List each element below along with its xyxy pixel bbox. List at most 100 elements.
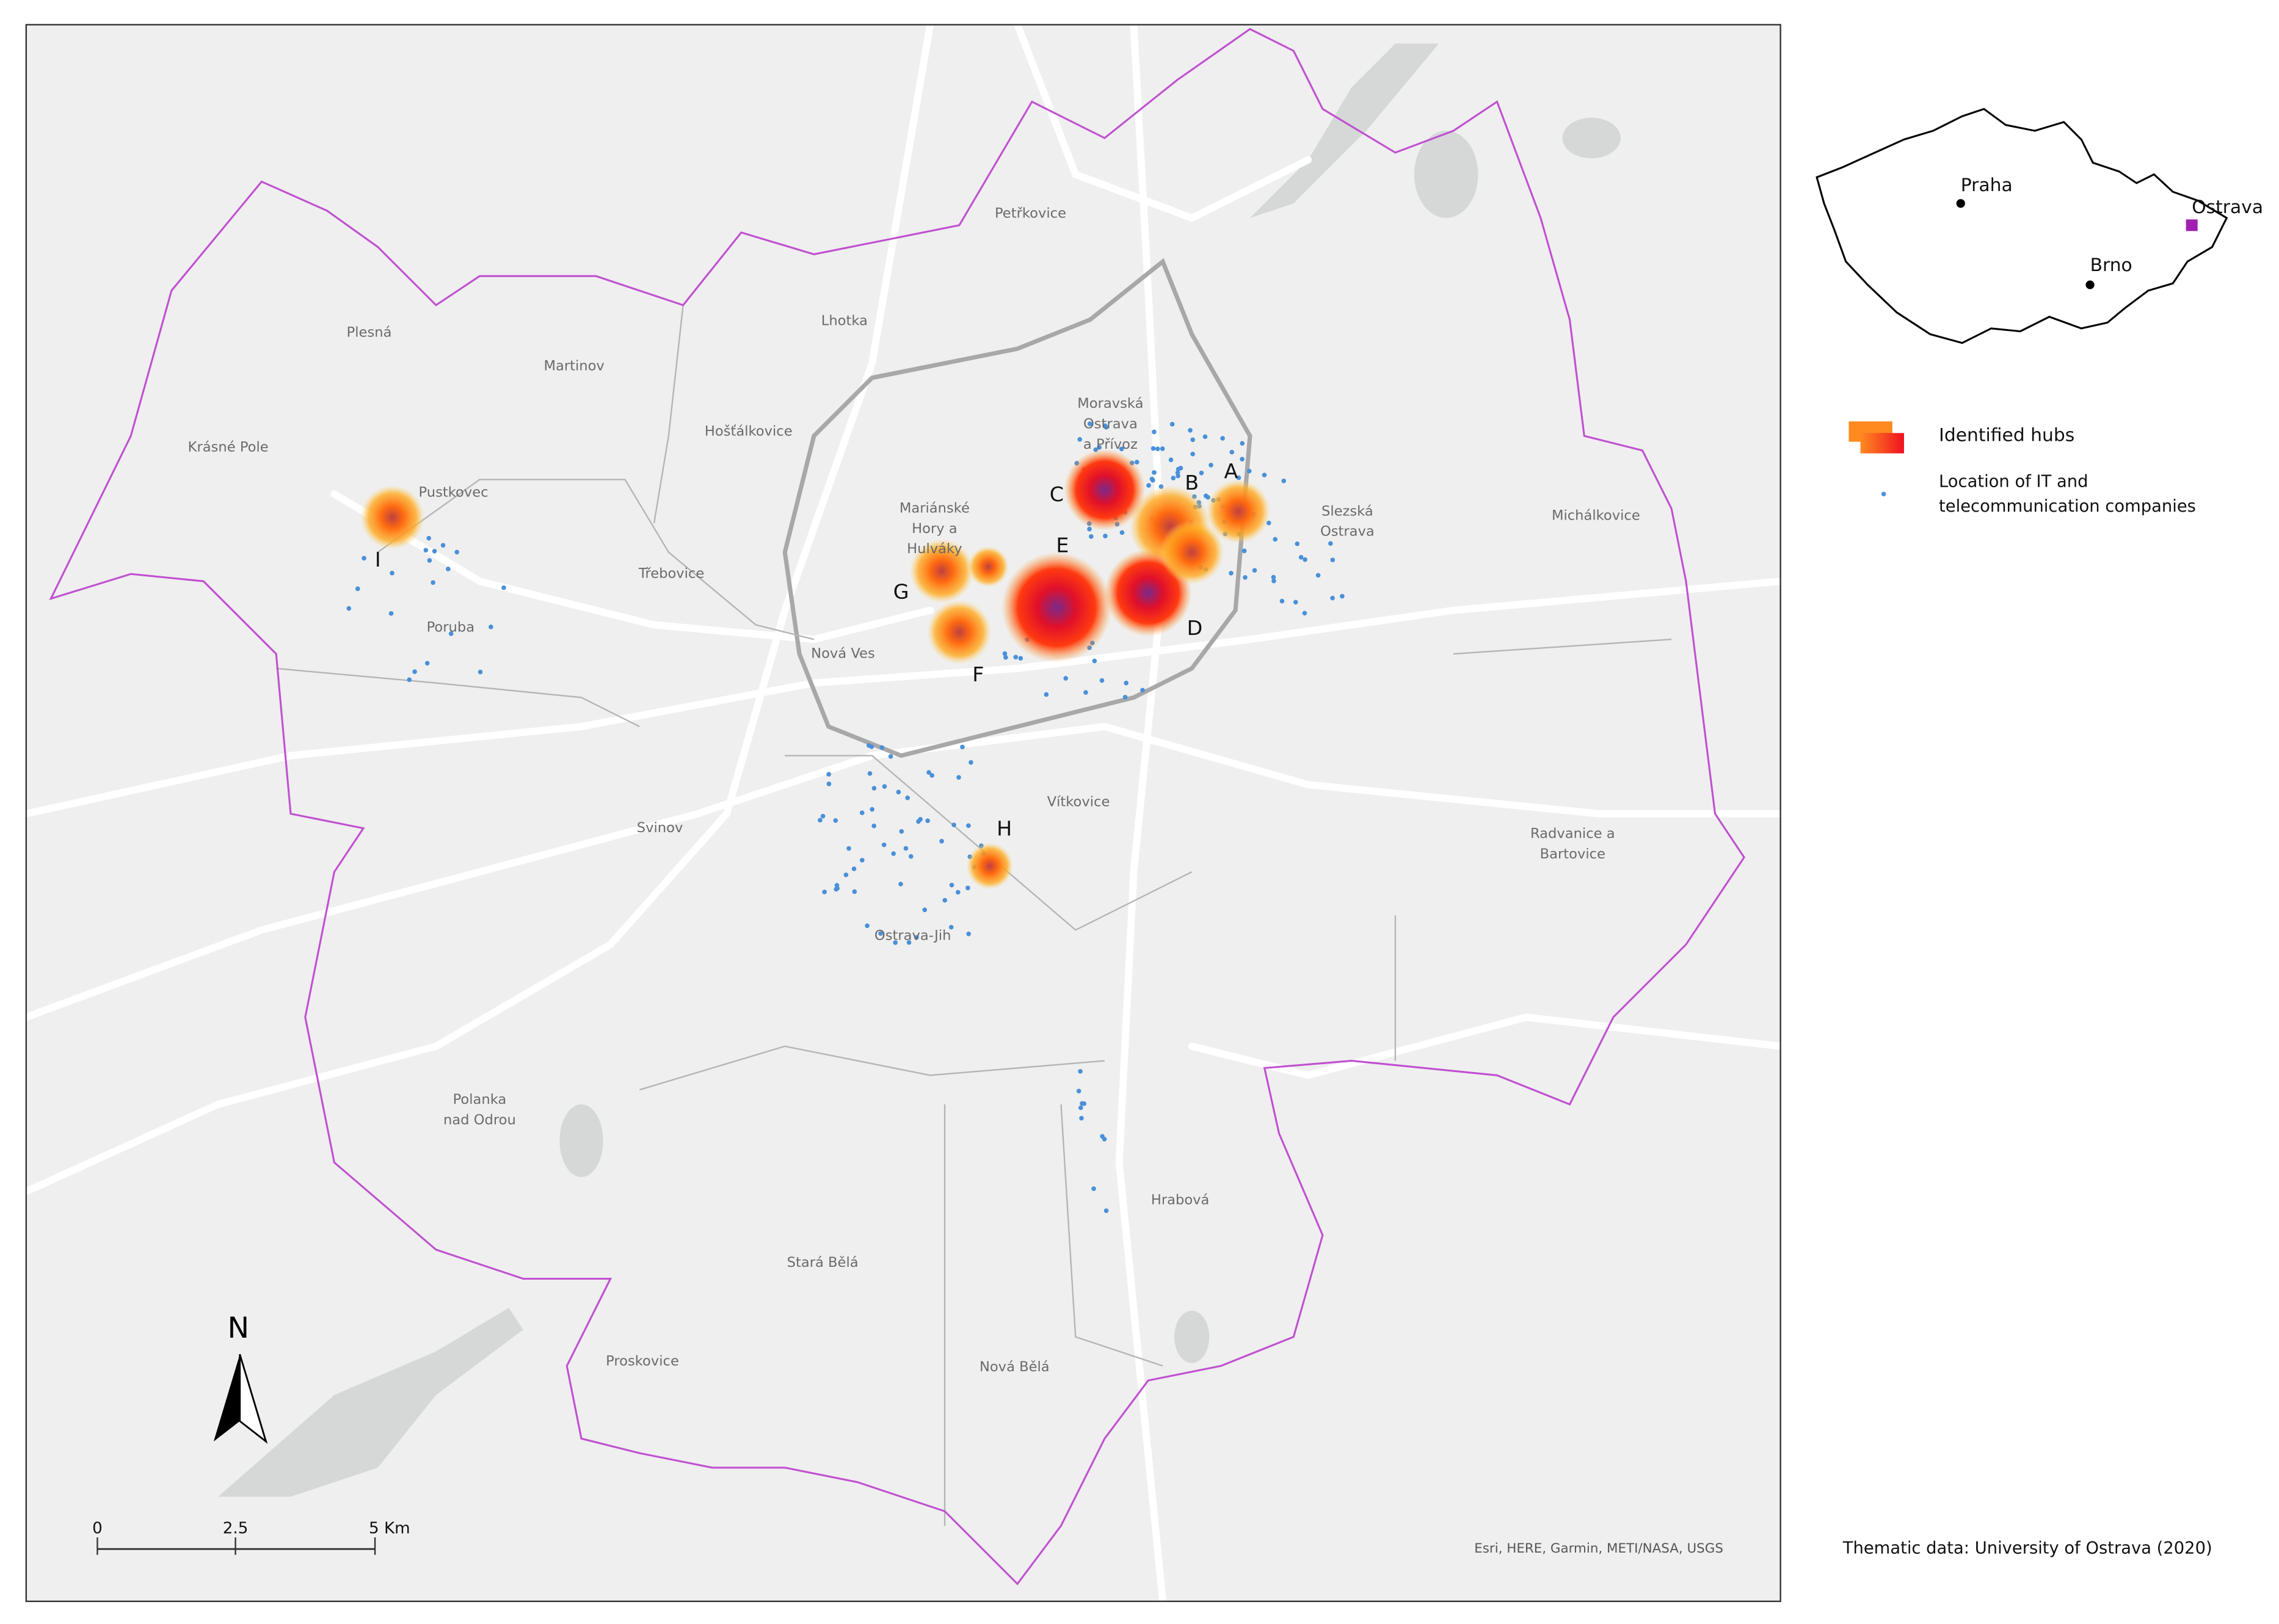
company-point	[1079, 1115, 1084, 1121]
company-point	[1298, 554, 1304, 560]
company-point	[489, 625, 493, 629]
hub-label: D	[1187, 616, 1203, 640]
company-point	[1119, 446, 1124, 452]
company-point	[955, 890, 961, 895]
company-point	[1003, 654, 1008, 660]
scale-bar: 0 2.5 5 Km	[92, 1519, 410, 1555]
company-point	[922, 907, 928, 913]
company-point	[1273, 537, 1278, 542]
company-point	[1315, 573, 1321, 578]
district-label: Vítkovice	[1047, 794, 1110, 810]
company-point	[1293, 600, 1298, 605]
border	[653, 305, 684, 524]
company-point	[1160, 446, 1165, 451]
district-label: Nová Bělá	[980, 1359, 1050, 1375]
company-point	[1229, 570, 1234, 576]
company-point	[1097, 445, 1102, 450]
company-point	[834, 883, 840, 888]
hub-area	[360, 485, 424, 549]
company-point	[446, 567, 451, 571]
company-point	[1246, 468, 1252, 474]
company-point	[871, 786, 877, 791]
company-point	[427, 558, 432, 563]
district-label: Svinov	[637, 820, 683, 836]
company-point	[859, 810, 865, 816]
company-point	[1124, 680, 1129, 686]
scale-label: 2.5	[223, 1519, 249, 1537]
company-point	[432, 548, 437, 554]
district-label: Ostrava-Jih	[874, 927, 951, 943]
road	[1115, 24, 1167, 1601]
company-point	[1002, 651, 1008, 656]
company-point	[1271, 578, 1276, 584]
company-point	[966, 931, 971, 937]
road	[1014, 24, 1312, 222]
district-label: Hulváky	[907, 541, 962, 557]
attribution: Esri, HERE, Garmin, METI/NASA, USGS	[1474, 1541, 1723, 1556]
scale-label: 0	[92, 1519, 103, 1537]
hub-label: C	[1050, 482, 1064, 506]
company-point	[956, 775, 961, 780]
water	[1174, 1310, 1210, 1363]
company-point	[942, 897, 948, 903]
company-point	[390, 570, 394, 576]
water	[1249, 43, 1439, 219]
company-point	[851, 866, 857, 871]
hub-area	[1001, 552, 1112, 663]
company-point	[826, 772, 831, 777]
hub-label: E	[1056, 533, 1069, 557]
company-point	[1100, 1134, 1105, 1139]
company-point	[1018, 656, 1023, 661]
hub-area	[966, 843, 1013, 890]
legend-hub-swatch	[1860, 433, 1904, 454]
border	[639, 1045, 1105, 1091]
company-point	[1188, 428, 1193, 433]
czech-outline	[1816, 107, 2228, 344]
company-point	[1091, 1186, 1096, 1191]
company-point	[362, 556, 366, 561]
road	[26, 24, 934, 1195]
company-point	[1243, 575, 1248, 580]
company-point	[896, 789, 901, 795]
company-point	[867, 771, 873, 776]
company-point	[1340, 593, 1345, 599]
company-point	[1279, 598, 1285, 604]
district-label: Ostrava	[1083, 416, 1138, 432]
company-point	[346, 606, 352, 611]
company-point	[1295, 541, 1300, 546]
district-label: Lhotka	[821, 313, 868, 329]
hub-area	[927, 600, 992, 664]
company-point	[1240, 441, 1245, 446]
company-point	[426, 535, 431, 541]
district-label: Moravská	[1077, 396, 1143, 411]
company-point	[501, 585, 506, 590]
water	[1562, 117, 1621, 159]
hub-label: G	[893, 580, 909, 604]
company-point	[1271, 575, 1276, 580]
district-labels: Petřkovice Lhotka Plesná Martinov Hošťálkovi…	[188, 205, 1640, 1375]
company-point	[1155, 446, 1160, 451]
company-point	[1209, 462, 1213, 468]
north-arrow: N	[213, 1311, 268, 1444]
company-point	[905, 796, 910, 800]
hub-area	[1206, 479, 1271, 544]
company-point	[448, 631, 454, 636]
company-point	[1076, 1089, 1081, 1093]
city-label: Praha	[1961, 175, 2013, 196]
border	[377, 479, 815, 640]
company-point	[893, 940, 898, 945]
company-point	[1149, 476, 1155, 482]
company-point	[1063, 676, 1069, 681]
company-point	[906, 940, 912, 945]
arrow-right	[239, 1354, 268, 1444]
hub-label: A	[1224, 459, 1238, 483]
source-note: Thematic data: University of Ostrava (20…	[1842, 1539, 2212, 1558]
company-point	[1330, 595, 1335, 601]
company-point	[939, 839, 944, 844]
company-point	[843, 872, 849, 877]
company-point	[899, 828, 904, 834]
map-area: A B C D E F G H I Petřkovice Lhotka Plesná Martinov…	[26, 24, 1781, 1601]
company-point	[1252, 568, 1257, 573]
company-point	[1140, 687, 1145, 693]
